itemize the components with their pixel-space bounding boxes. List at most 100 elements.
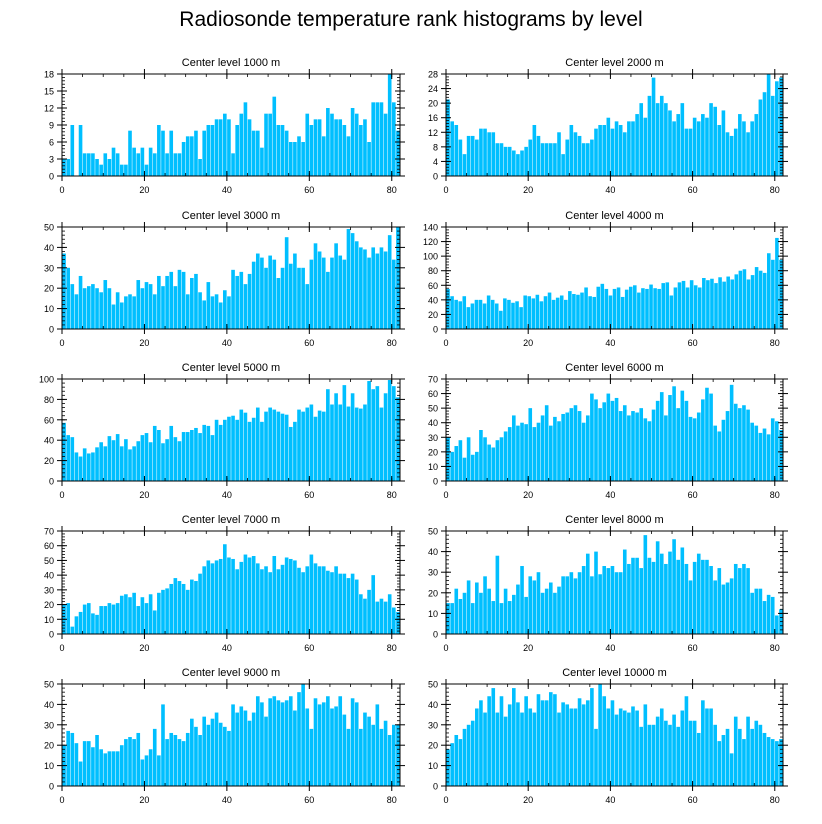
histogram-bar bbox=[78, 125, 83, 176]
histogram-bar bbox=[157, 125, 161, 176]
histogram-bar bbox=[95, 614, 99, 634]
histogram-bar bbox=[647, 95, 652, 176]
histogram-bar bbox=[458, 139, 463, 176]
x-tick-label: 0 bbox=[443, 490, 448, 500]
histogram-bar bbox=[664, 563, 668, 634]
histogram-bar bbox=[730, 279, 735, 329]
histogram-bar bbox=[177, 441, 182, 481]
histogram-bar bbox=[321, 566, 326, 634]
x-tick-label: 0 bbox=[443, 795, 448, 805]
histogram-bar bbox=[503, 298, 507, 329]
histogram-bar bbox=[334, 243, 338, 329]
y-tick-label: 70 bbox=[428, 375, 438, 385]
histogram-bar bbox=[231, 704, 235, 786]
histogram-bar bbox=[140, 435, 145, 481]
histogram-bar bbox=[354, 702, 359, 786]
histogram-bar bbox=[540, 592, 545, 634]
histogram-bar bbox=[218, 119, 223, 176]
y-tick-label: 40 bbox=[428, 418, 438, 428]
histogram-bar bbox=[264, 267, 268, 329]
histogram-bar bbox=[169, 583, 174, 634]
histogram-bar bbox=[375, 386, 380, 481]
histogram-bar bbox=[470, 603, 475, 634]
histogram-bar bbox=[612, 288, 617, 329]
histogram-bar bbox=[618, 411, 623, 481]
histogram-bar bbox=[309, 404, 314, 481]
histogram-bar bbox=[288, 558, 293, 634]
histogram-bar bbox=[107, 159, 112, 176]
histogram-bar bbox=[198, 433, 202, 481]
histogram-bar bbox=[758, 99, 763, 176]
histogram-bar bbox=[392, 102, 396, 176]
histogram-bar bbox=[639, 408, 644, 481]
histogram-bar bbox=[119, 302, 124, 329]
histogram-bar bbox=[507, 704, 512, 786]
histogram-bar bbox=[268, 572, 272, 634]
y-tick-label: 60 bbox=[428, 389, 438, 399]
histogram-bar bbox=[548, 692, 553, 786]
histogram-bar bbox=[750, 121, 754, 176]
x-tick-label: 20 bbox=[139, 643, 149, 653]
histogram-bar bbox=[627, 121, 631, 176]
y-tick-label: 24 bbox=[428, 84, 438, 94]
histogram-bar bbox=[701, 559, 705, 634]
histogram-bar bbox=[255, 407, 260, 481]
histogram-bar bbox=[115, 603, 120, 634]
histogram-bar bbox=[383, 251, 388, 329]
histogram-bar bbox=[78, 611, 83, 634]
histogram-bar bbox=[396, 724, 400, 786]
histogram-bar bbox=[107, 603, 112, 634]
histogram-bar bbox=[553, 143, 557, 176]
histogram-bar bbox=[458, 739, 463, 786]
histogram-bar bbox=[657, 288, 661, 329]
histogram-bar bbox=[713, 106, 717, 176]
histogram-bar bbox=[635, 710, 639, 786]
histogram-bar bbox=[231, 269, 235, 329]
histogram-bar bbox=[569, 408, 574, 481]
histogram-bar bbox=[330, 113, 334, 176]
histogram-bar bbox=[598, 125, 602, 176]
x-tick-label: 0 bbox=[443, 185, 448, 195]
x-tick-label: 20 bbox=[139, 338, 149, 348]
x-tick-label: 0 bbox=[59, 795, 64, 805]
histogram-bar bbox=[653, 288, 657, 329]
histogram-bar bbox=[631, 706, 635, 786]
x-tick-label: 60 bbox=[304, 338, 314, 348]
histogram-bar bbox=[573, 132, 578, 176]
histogram-bar bbox=[627, 563, 631, 634]
histogram-bar bbox=[367, 142, 371, 176]
histogram-bar bbox=[516, 425, 520, 481]
histogram-bar bbox=[190, 278, 194, 329]
x-tick-label: 60 bbox=[688, 185, 698, 195]
histogram-bar bbox=[635, 412, 639, 481]
panel-title: Center level 5000 m bbox=[182, 362, 280, 374]
histogram-bar bbox=[148, 594, 153, 634]
histogram-bar bbox=[688, 720, 693, 786]
histogram-bar bbox=[206, 724, 211, 786]
histogram-bar bbox=[738, 568, 742, 634]
histogram-bar bbox=[359, 408, 363, 481]
y-tick-label: 0 bbox=[433, 630, 438, 640]
histogram-bar bbox=[622, 549, 627, 634]
histogram-bar bbox=[128, 737, 132, 786]
x-tick-label: 40 bbox=[222, 643, 232, 653]
histogram-bar bbox=[334, 393, 338, 481]
histogram-bar bbox=[775, 421, 779, 481]
histogram-bar bbox=[148, 147, 153, 176]
histogram-bar bbox=[173, 286, 178, 329]
histogram-bar bbox=[375, 704, 380, 786]
histogram-bar bbox=[635, 114, 639, 176]
histogram-panel: Center level 9000 m 0 10 20 30 40 50 0 20 40 60 80 bbox=[44, 667, 405, 805]
histogram-bar bbox=[136, 441, 141, 481]
plot-frame bbox=[61, 683, 401, 787]
histogram-bar bbox=[124, 594, 128, 634]
histogram-bar bbox=[633, 285, 637, 329]
y-tick-label: 40 bbox=[428, 295, 438, 305]
histogram-bar bbox=[762, 732, 767, 786]
histogram-bar bbox=[641, 288, 645, 329]
histogram-bar bbox=[375, 102, 380, 176]
histogram-bar bbox=[553, 694, 557, 786]
histogram-bar bbox=[383, 720, 388, 786]
y-tick-label: 10 bbox=[44, 304, 54, 314]
histogram-bar bbox=[770, 596, 775, 634]
